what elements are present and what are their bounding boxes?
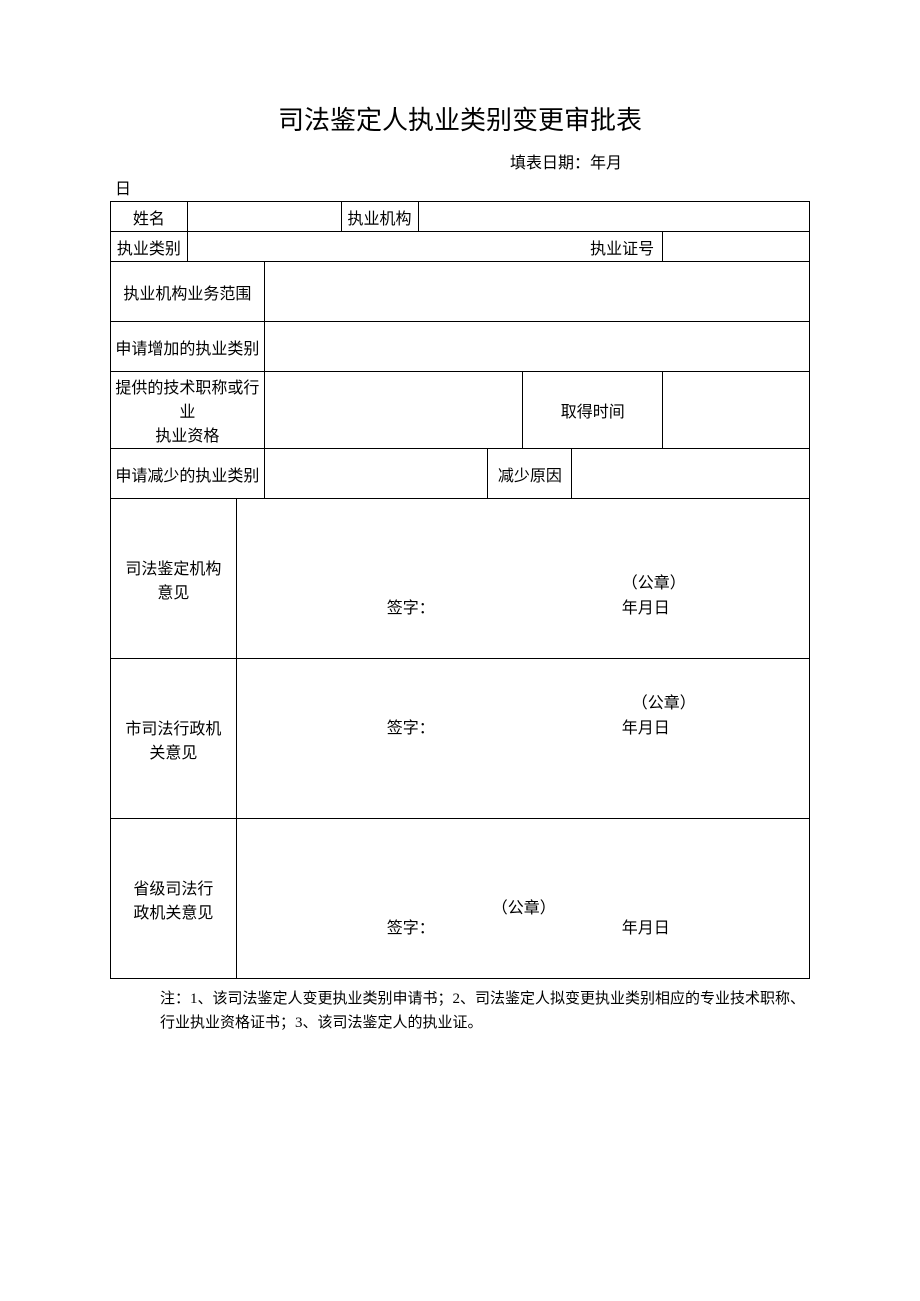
page-title: 司法鉴定人执业类别变更审批表 <box>110 100 810 137</box>
add-category-field[interactable] <box>264 322 809 372</box>
opinion2-line2: 关意见 <box>149 745 197 762</box>
opinion3-date: 年月日 <box>622 914 670 938</box>
org-field[interactable] <box>418 202 810 232</box>
license-no-label: 执业证号 <box>187 232 662 262</box>
opinion2-date: 年月日 <box>622 714 670 738</box>
opinion3-line2: 政机关意见 <box>133 905 213 922</box>
opinion3-label: 省级司法行 政机关意见 <box>111 819 237 979</box>
approval-form: 姓名 执业机构 执业类别 执业证号 执业机构业务范围 申请增加的执业类别 提供的… <box>110 201 810 979</box>
opinion2-seal: （公章） <box>632 689 696 713</box>
opinion1-label: 司法鉴定机构 意见 <box>111 499 237 659</box>
opinion2-label: 市司法行政机 关意见 <box>111 659 237 819</box>
reduce-reason-field[interactable] <box>572 449 810 499</box>
obtain-time-label: 取得时间 <box>523 372 663 449</box>
opinion1-content[interactable]: 签字： （公章） 年月日 <box>236 499 809 659</box>
opinion2-sign: 签字： <box>387 714 435 738</box>
opinion1-date: 年月日 <box>622 594 670 618</box>
fill-date-label: 填表日期：年月 <box>510 149 810 173</box>
day-label: 日 <box>115 175 810 199</box>
license-no-field[interactable] <box>663 232 810 262</box>
obtain-time-field[interactable] <box>663 372 810 449</box>
opinion2-line1: 市司法行政机 <box>125 721 221 738</box>
notes-text: 注：1、该司法鉴定人变更执业类别申请书；2、司法鉴定人拟变更执业类别相应的专业技… <box>110 987 810 1035</box>
opinion1-sign: 签字： <box>387 594 435 618</box>
opinion3-line1: 省级司法行 <box>133 881 213 898</box>
tech-title-field[interactable] <box>264 372 523 449</box>
opinion3-sign: 签字： <box>387 914 435 938</box>
tech-title-label: 提供的技术职称或行业 执业资格 <box>111 372 265 449</box>
name-field[interactable] <box>187 202 341 232</box>
tech-title-line1: 提供的技术职称或行业 <box>115 380 259 421</box>
reduce-category-label: 申请减少的执业类别 <box>111 449 265 499</box>
reduce-reason-label: 减少原因 <box>488 449 572 499</box>
category-label: 执业类别 <box>111 232 188 262</box>
reduce-category-field[interactable] <box>264 449 488 499</box>
tech-title-line2: 执业资格 <box>155 428 219 445</box>
opinion1-seal: （公章） <box>622 569 686 593</box>
scope-field[interactable] <box>264 262 809 322</box>
opinion1-line1: 司法鉴定机构 <box>125 561 221 578</box>
scope-label: 执业机构业务范围 <box>111 262 265 322</box>
opinion3-content[interactable]: 签字： （公章） 年月日 <box>236 819 809 979</box>
opinion3-seal: （公章） <box>492 894 556 918</box>
opinion2-content[interactable]: 签字： （公章） 年月日 <box>236 659 809 819</box>
org-label: 执业机构 <box>341 202 418 232</box>
add-category-label: 申请增加的执业类别 <box>111 322 265 372</box>
opinion1-line2: 意见 <box>157 585 189 602</box>
name-label: 姓名 <box>111 202 188 232</box>
